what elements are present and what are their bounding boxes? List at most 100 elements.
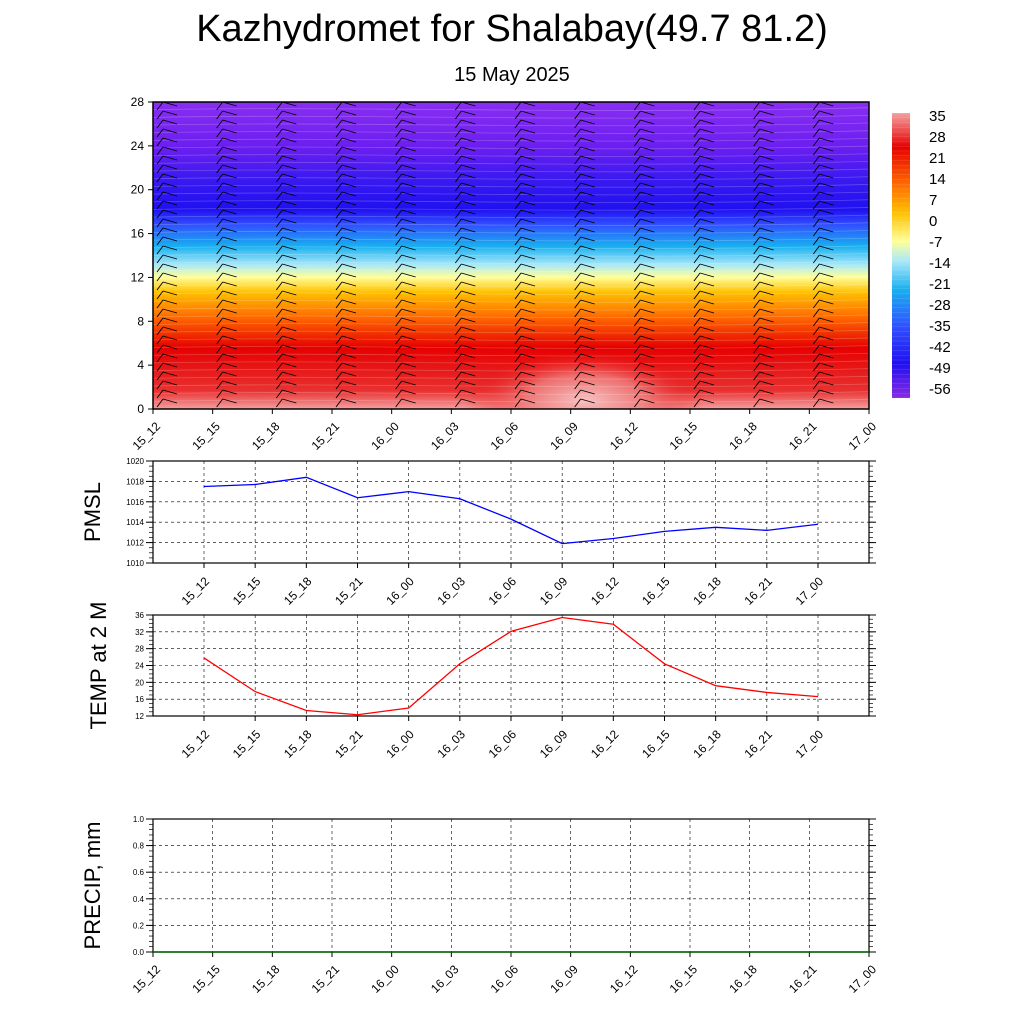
wind-barb-flag — [580, 119, 595, 125]
wind-barb-flag — [401, 245, 416, 251]
wind-barb-flag — [282, 119, 297, 125]
wind-barb-staff — [693, 335, 701, 345]
wind-barb-flag — [580, 146, 595, 152]
wind-barb-staff — [275, 344, 283, 354]
wind-barb-staff — [216, 254, 224, 264]
wind-barb-staff — [454, 344, 462, 354]
wind-barb-flag — [580, 263, 595, 269]
wind-barb-flag — [341, 128, 357, 134]
wind-barb-staff — [216, 362, 224, 372]
x-tick-label: 16_21 — [786, 962, 820, 996]
wind-barb-flag — [162, 299, 178, 305]
wind-barb-staff — [395, 281, 403, 291]
wind-barb-staff — [873, 372, 879, 380]
contour-line — [153, 322, 869, 326]
wind-barb-staff — [216, 191, 224, 201]
wind-barb-flag — [759, 236, 774, 242]
wind-barb-staff — [395, 398, 403, 408]
wind-barb-staff — [335, 200, 343, 210]
wind-barb-flag — [282, 128, 297, 134]
heatmap-y-tick-label: 0 — [137, 402, 144, 416]
wind-barb-staff — [156, 155, 164, 165]
wind-barb-staff — [693, 155, 701, 165]
wind-barb-staff — [454, 272, 462, 282]
wind-barb-flag — [341, 389, 357, 395]
wind-barb-staff — [514, 137, 522, 147]
wind-barb-staff — [574, 398, 582, 408]
x-tick-label: 16_00 — [368, 962, 402, 996]
wind-barb-flag — [222, 317, 237, 323]
wind-barb-flag — [640, 191, 655, 197]
wind-barb-staff — [395, 371, 403, 381]
wind-barb-flag — [520, 290, 536, 296]
wind-barb-staff — [275, 119, 283, 129]
wind-barb-staff — [693, 299, 701, 309]
wind-barb-flag — [699, 290, 715, 296]
wind-barb-flag — [640, 227, 655, 233]
wind-barb-flag — [162, 191, 178, 197]
wind-barb-staff — [633, 371, 641, 381]
wind-barb-staff — [753, 317, 761, 327]
contour-line — [153, 176, 869, 180]
wind-barb-staff — [574, 137, 582, 147]
wind-barb-flag — [401, 362, 416, 368]
wind-barb-staff — [633, 227, 641, 237]
wind-barb-staff — [812, 299, 820, 309]
wind-barb-flag — [819, 335, 834, 341]
wind-barb-staff — [514, 317, 522, 327]
wind-barb-staff — [395, 380, 403, 390]
wind-barb-staff — [156, 164, 164, 174]
wind-barb-staff — [873, 138, 879, 146]
x-tick-label: 15_18 — [249, 962, 283, 996]
contour-line — [153, 145, 869, 150]
wind-barb-staff — [753, 173, 761, 183]
wind-barb-staff — [633, 290, 641, 300]
x-tick-label: 15_12 — [179, 574, 213, 608]
wind-barb-flag — [222, 146, 237, 152]
wind-barb-staff — [454, 119, 462, 129]
wind-barb-flag — [759, 398, 774, 404]
wind-barb-staff — [216, 218, 224, 228]
wind-barb-flag — [282, 164, 297, 170]
wind-barb-staff — [574, 326, 582, 336]
wind-barb-staff — [156, 353, 164, 363]
contour-line — [153, 114, 869, 119]
wind-barb-staff — [395, 173, 403, 183]
wind-barb-staff — [693, 263, 701, 273]
wind-barb-staff — [693, 146, 701, 156]
wind-barb-staff — [395, 290, 403, 300]
wind-barb-staff — [395, 200, 403, 210]
wind-barb-staff — [514, 290, 522, 300]
wind-barb-flag — [580, 200, 595, 206]
wind-barb-flag — [341, 110, 357, 116]
wind-barb-staff — [395, 218, 403, 228]
wind-barb-flag — [879, 381, 893, 385]
wind-barb-staff — [574, 119, 582, 129]
wind-barb-staff — [275, 389, 283, 399]
wind-barb-flag — [520, 155, 536, 161]
wind-barb-staff — [395, 110, 403, 120]
wind-barb-flag — [282, 209, 297, 215]
wind-barb-flag — [580, 326, 595, 332]
wind-barb-staff — [395, 164, 403, 174]
wind-barb-flag — [222, 254, 237, 260]
wind-barb-staff — [335, 155, 343, 165]
wind-barb-flag — [640, 155, 655, 161]
wind-barb-staff — [693, 380, 701, 390]
wind-barb-flag — [640, 398, 655, 404]
x-tick-label: 16_06 — [486, 574, 520, 608]
wind-barb-staff — [514, 299, 522, 309]
wind-barb-flag — [162, 254, 178, 260]
y-tick-label: 0.6 — [133, 868, 145, 877]
wind-barb-flag — [879, 273, 893, 277]
wind-barb-staff — [633, 110, 641, 120]
wind-barb-staff — [693, 236, 701, 246]
wind-barb-staff — [812, 371, 820, 381]
wind-barb-flag — [282, 227, 297, 233]
wind-barb-staff — [454, 110, 462, 120]
wind-barb-staff — [633, 263, 641, 273]
wind-barb-flag — [819, 389, 834, 395]
wind-barb-flag — [461, 326, 476, 332]
y-tick-label: 16 — [135, 695, 144, 704]
wind-barb-flag — [341, 398, 357, 404]
